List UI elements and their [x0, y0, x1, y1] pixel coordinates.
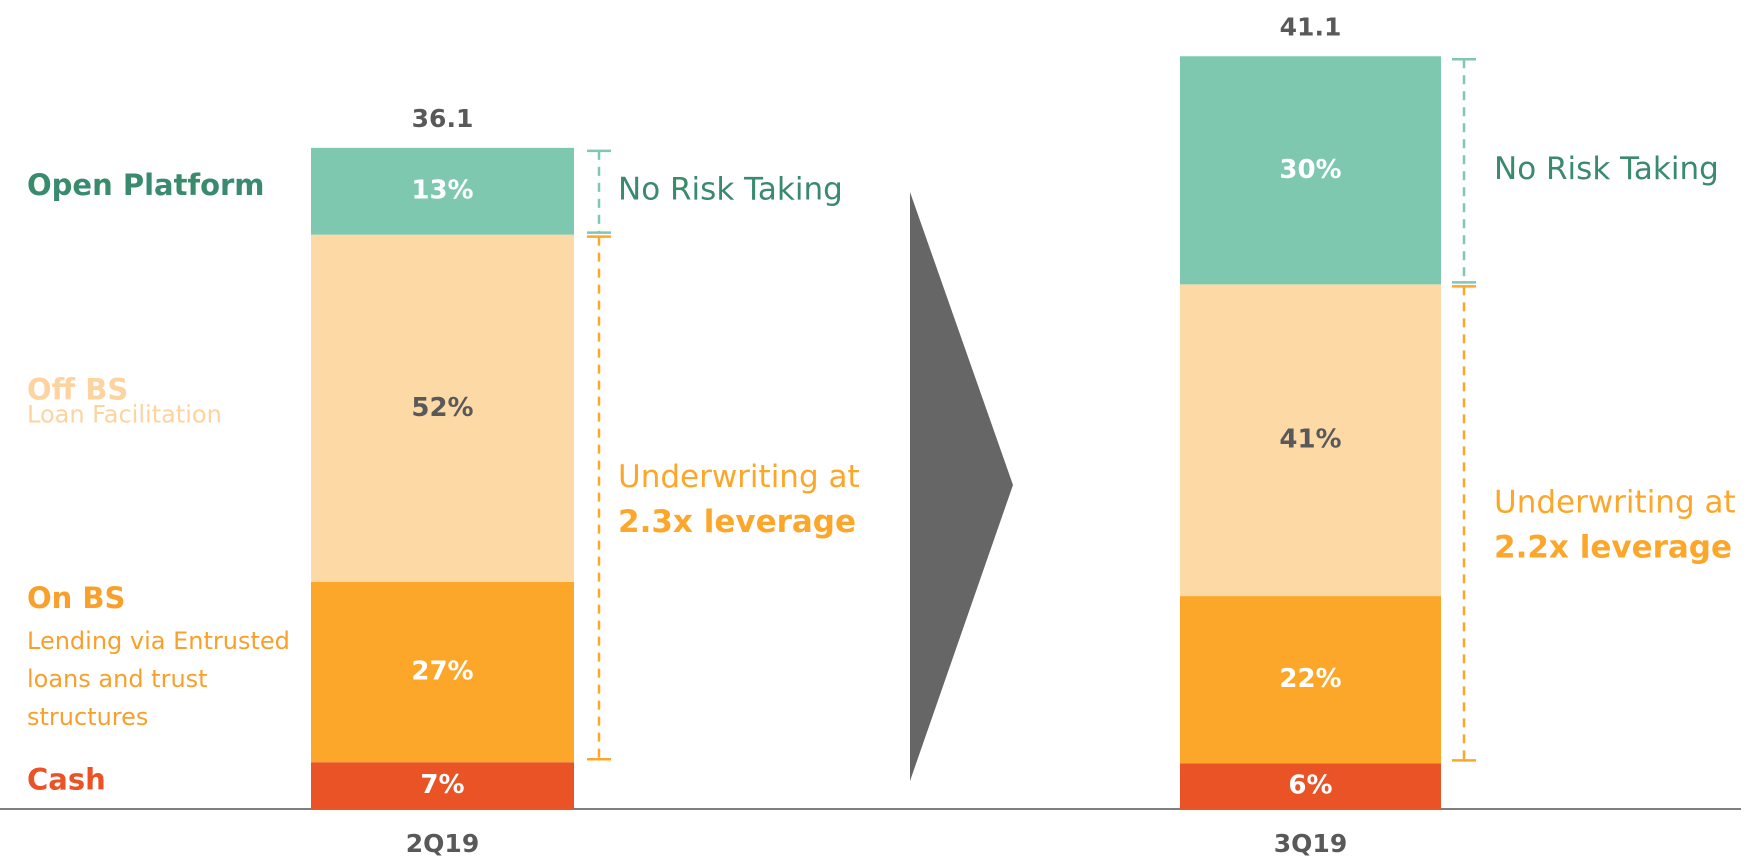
legend-description: loans and trust — [27, 665, 208, 693]
value-label: 41% — [1279, 425, 1341, 455]
bar-segment — [1180, 284, 1441, 597]
legend-description: Lending via Entrusted — [27, 627, 290, 655]
annotation: 2.2x leverage — [1494, 529, 1732, 565]
total-label: 41.1 — [1280, 12, 1342, 41]
x-tick-label: 2Q19 — [406, 829, 479, 858]
value-label: 27% — [411, 657, 473, 687]
bar-segment — [311, 234, 574, 582]
bar-segment — [311, 762, 574, 809]
annotation: Underwriting at — [1494, 484, 1736, 520]
legend-description: Loan Facilitation — [27, 400, 222, 428]
legend-description: structures — [27, 703, 148, 731]
annotation: No Risk Taking — [1494, 151, 1719, 187]
bar-segment — [311, 581, 574, 763]
value-label: 7% — [420, 770, 464, 800]
bar-segment — [1180, 763, 1441, 809]
bar-segment — [1180, 56, 1441, 285]
bar-segment — [311, 147, 574, 235]
annotation: 2.3x leverage — [618, 504, 856, 540]
value-label: 22% — [1279, 664, 1341, 694]
x-tick-label: 3Q19 — [1274, 829, 1347, 858]
legend-label: On BS — [27, 581, 125, 615]
annotation: Underwriting at — [618, 459, 860, 495]
value-label: 13% — [411, 176, 473, 206]
annotation: No Risk Taking — [618, 172, 843, 208]
legend-label: Off BS — [27, 372, 128, 406]
legend-label: Cash — [27, 763, 106, 797]
arrow — [910, 192, 1013, 781]
bar-segment — [1180, 596, 1441, 764]
value-label: 52% — [411, 393, 473, 423]
value-label: 6% — [1288, 771, 1332, 801]
legend-label: Open Platform — [27, 168, 265, 202]
value-label: 30% — [1279, 155, 1341, 185]
total-label: 36.1 — [412, 104, 474, 133]
